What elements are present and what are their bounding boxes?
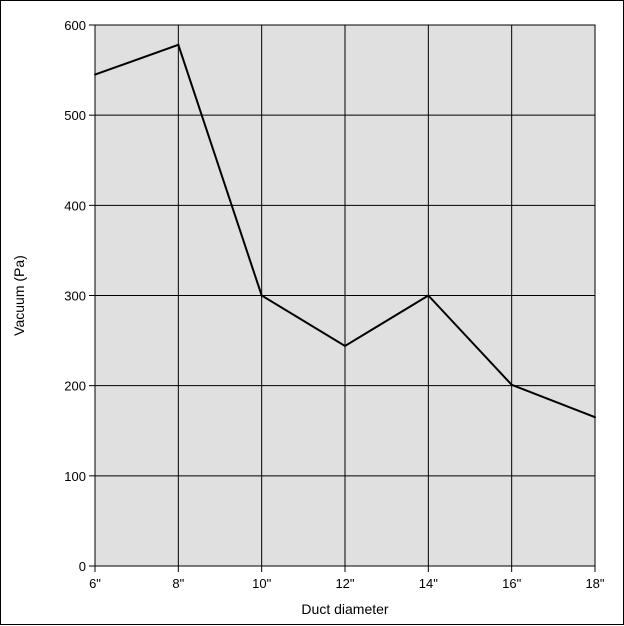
x-axis-ticks: 6" 8" 10" 12" 14" 16" 18" — [89, 566, 605, 591]
series-layer — [94, 43, 596, 419]
data-point — [344, 344, 346, 347]
y-tick-label: 200 — [64, 379, 86, 394]
x-tick-label: 6" — [89, 576, 101, 591]
data-point — [510, 383, 513, 386]
x-tick-label: 16" — [502, 576, 521, 591]
x-tick-label: 8" — [172, 576, 184, 591]
y-axis-title: Vacuum (Pa) — [11, 255, 27, 336]
y-tick-label: 300 — [64, 289, 86, 304]
data-point — [94, 73, 96, 76]
x-tick-label: 10" — [252, 576, 271, 591]
y-tick-label: 0 — [79, 559, 86, 574]
x-tick-label: 12" — [335, 576, 354, 591]
x-tick-label: 14" — [419, 576, 438, 591]
x-tick-label: 18" — [585, 576, 604, 591]
y-axis-ticks: 0 100 200 300 400 500 600 — [64, 18, 95, 574]
x-axis-title: Duct diameter — [301, 601, 388, 617]
data-point — [427, 294, 430, 297]
data-point — [260, 294, 263, 297]
data-point — [177, 43, 180, 46]
y-tick-label: 100 — [64, 469, 86, 484]
y-tick-label: 600 — [64, 18, 86, 33]
data-point — [594, 416, 596, 419]
y-tick-label: 400 — [64, 198, 86, 213]
y-tick-label: 500 — [64, 108, 86, 123]
